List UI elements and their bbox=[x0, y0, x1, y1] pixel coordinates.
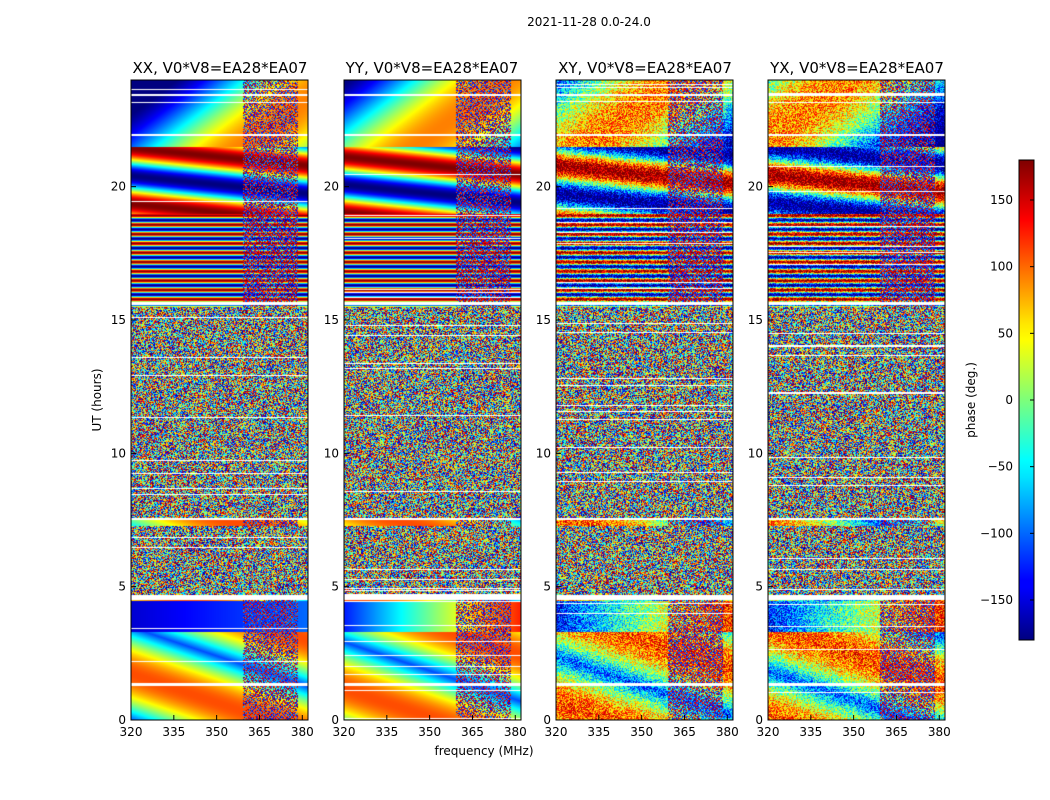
x-tick-label: 365 bbox=[673, 725, 696, 739]
panel-image bbox=[131, 80, 308, 720]
panel-title: XY, V0*V8=EA28*EA07 bbox=[558, 59, 732, 77]
colorbar-label: phase (deg.) bbox=[964, 362, 978, 438]
y-tick-label: 0 bbox=[118, 713, 126, 727]
y-tick-label: 0 bbox=[543, 713, 551, 727]
x-tick-label: 380 bbox=[504, 725, 527, 739]
colorbar-tick-label: −100 bbox=[980, 526, 1013, 540]
colorbar-tick-label: −50 bbox=[988, 460, 1013, 474]
y-tick-label: 5 bbox=[331, 580, 339, 594]
panel-title: YY, V0*V8=EA28*EA07 bbox=[345, 59, 519, 77]
y-tick-label: 10 bbox=[748, 446, 763, 460]
x-tick-label: 350 bbox=[205, 725, 228, 739]
y-tick-label: 5 bbox=[755, 580, 763, 594]
x-tick-label: 320 bbox=[545, 725, 568, 739]
x-tick-label: 380 bbox=[716, 725, 739, 739]
y-tick-label: 5 bbox=[543, 580, 551, 594]
x-tick-label: 365 bbox=[885, 725, 908, 739]
x-tick-label: 335 bbox=[162, 725, 185, 739]
figure-suptitle: 2021-11-28 0.0-24.0 bbox=[527, 15, 651, 29]
colorbar-tick-label: −150 bbox=[980, 593, 1013, 607]
x-tick-label: 350 bbox=[418, 725, 441, 739]
y-tick-label: 10 bbox=[324, 446, 339, 460]
x-tick-label: 335 bbox=[799, 725, 822, 739]
panel-image bbox=[556, 80, 733, 720]
panel-frame bbox=[767, 79, 946, 721]
x-tick-label: 380 bbox=[928, 725, 951, 739]
y-tick-label: 10 bbox=[111, 446, 126, 460]
panels-group: 320 335 350 365 380 0 5 10 15 20 320 335 350 365 380 0 5… bbox=[111, 79, 951, 739]
y-tick-label: 15 bbox=[748, 313, 763, 327]
y-tick-label: 20 bbox=[748, 180, 763, 194]
x-tick-label: 320 bbox=[333, 725, 356, 739]
colorbar-tick-label: 150 bbox=[990, 193, 1013, 207]
y-tick-label: 20 bbox=[324, 180, 339, 194]
colorbar-tick-label: 50 bbox=[998, 326, 1013, 340]
x-tick-label: 350 bbox=[842, 725, 865, 739]
x-axis-label: frequency (MHz) bbox=[434, 744, 533, 758]
y-tick-label: 20 bbox=[536, 180, 551, 194]
panel-image bbox=[768, 80, 945, 720]
x-tick-label: 320 bbox=[757, 725, 780, 739]
y-tick-label: 20 bbox=[111, 180, 126, 194]
y-tick-label: 10 bbox=[536, 446, 551, 460]
y-tick-label: 15 bbox=[324, 313, 339, 327]
colorbar-tick-label: 0 bbox=[1005, 393, 1013, 407]
x-tick-label: 335 bbox=[587, 725, 610, 739]
panel-title: XX, V0*V8=EA28*EA07 bbox=[133, 59, 308, 77]
panel-frame bbox=[343, 79, 522, 721]
panel-title: YX, V0*V8=EA28*EA07 bbox=[769, 59, 944, 77]
panel-frame bbox=[555, 79, 734, 721]
x-tick-label: 350 bbox=[630, 725, 653, 739]
x-tick-label: 380 bbox=[291, 725, 314, 739]
y-tick-label: 0 bbox=[755, 713, 763, 727]
x-tick-label: 320 bbox=[120, 725, 143, 739]
x-tick-label: 365 bbox=[461, 725, 484, 739]
y-tick-label: 15 bbox=[536, 313, 551, 327]
colorbar-ticks: 150 100 50 0 −50 −100 −150 bbox=[980, 193, 1034, 607]
y-tick-label: 15 bbox=[111, 313, 126, 327]
x-tick-label: 365 bbox=[248, 725, 271, 739]
y-tick-label: 5 bbox=[118, 580, 126, 594]
y-axis-label: UT (hours) bbox=[90, 368, 104, 431]
panel-frame bbox=[130, 79, 309, 721]
panel-image bbox=[344, 80, 521, 720]
y-tick-label: 0 bbox=[331, 713, 339, 727]
colorbar-tick-label: 100 bbox=[990, 260, 1013, 274]
x-tick-label: 335 bbox=[375, 725, 398, 739]
